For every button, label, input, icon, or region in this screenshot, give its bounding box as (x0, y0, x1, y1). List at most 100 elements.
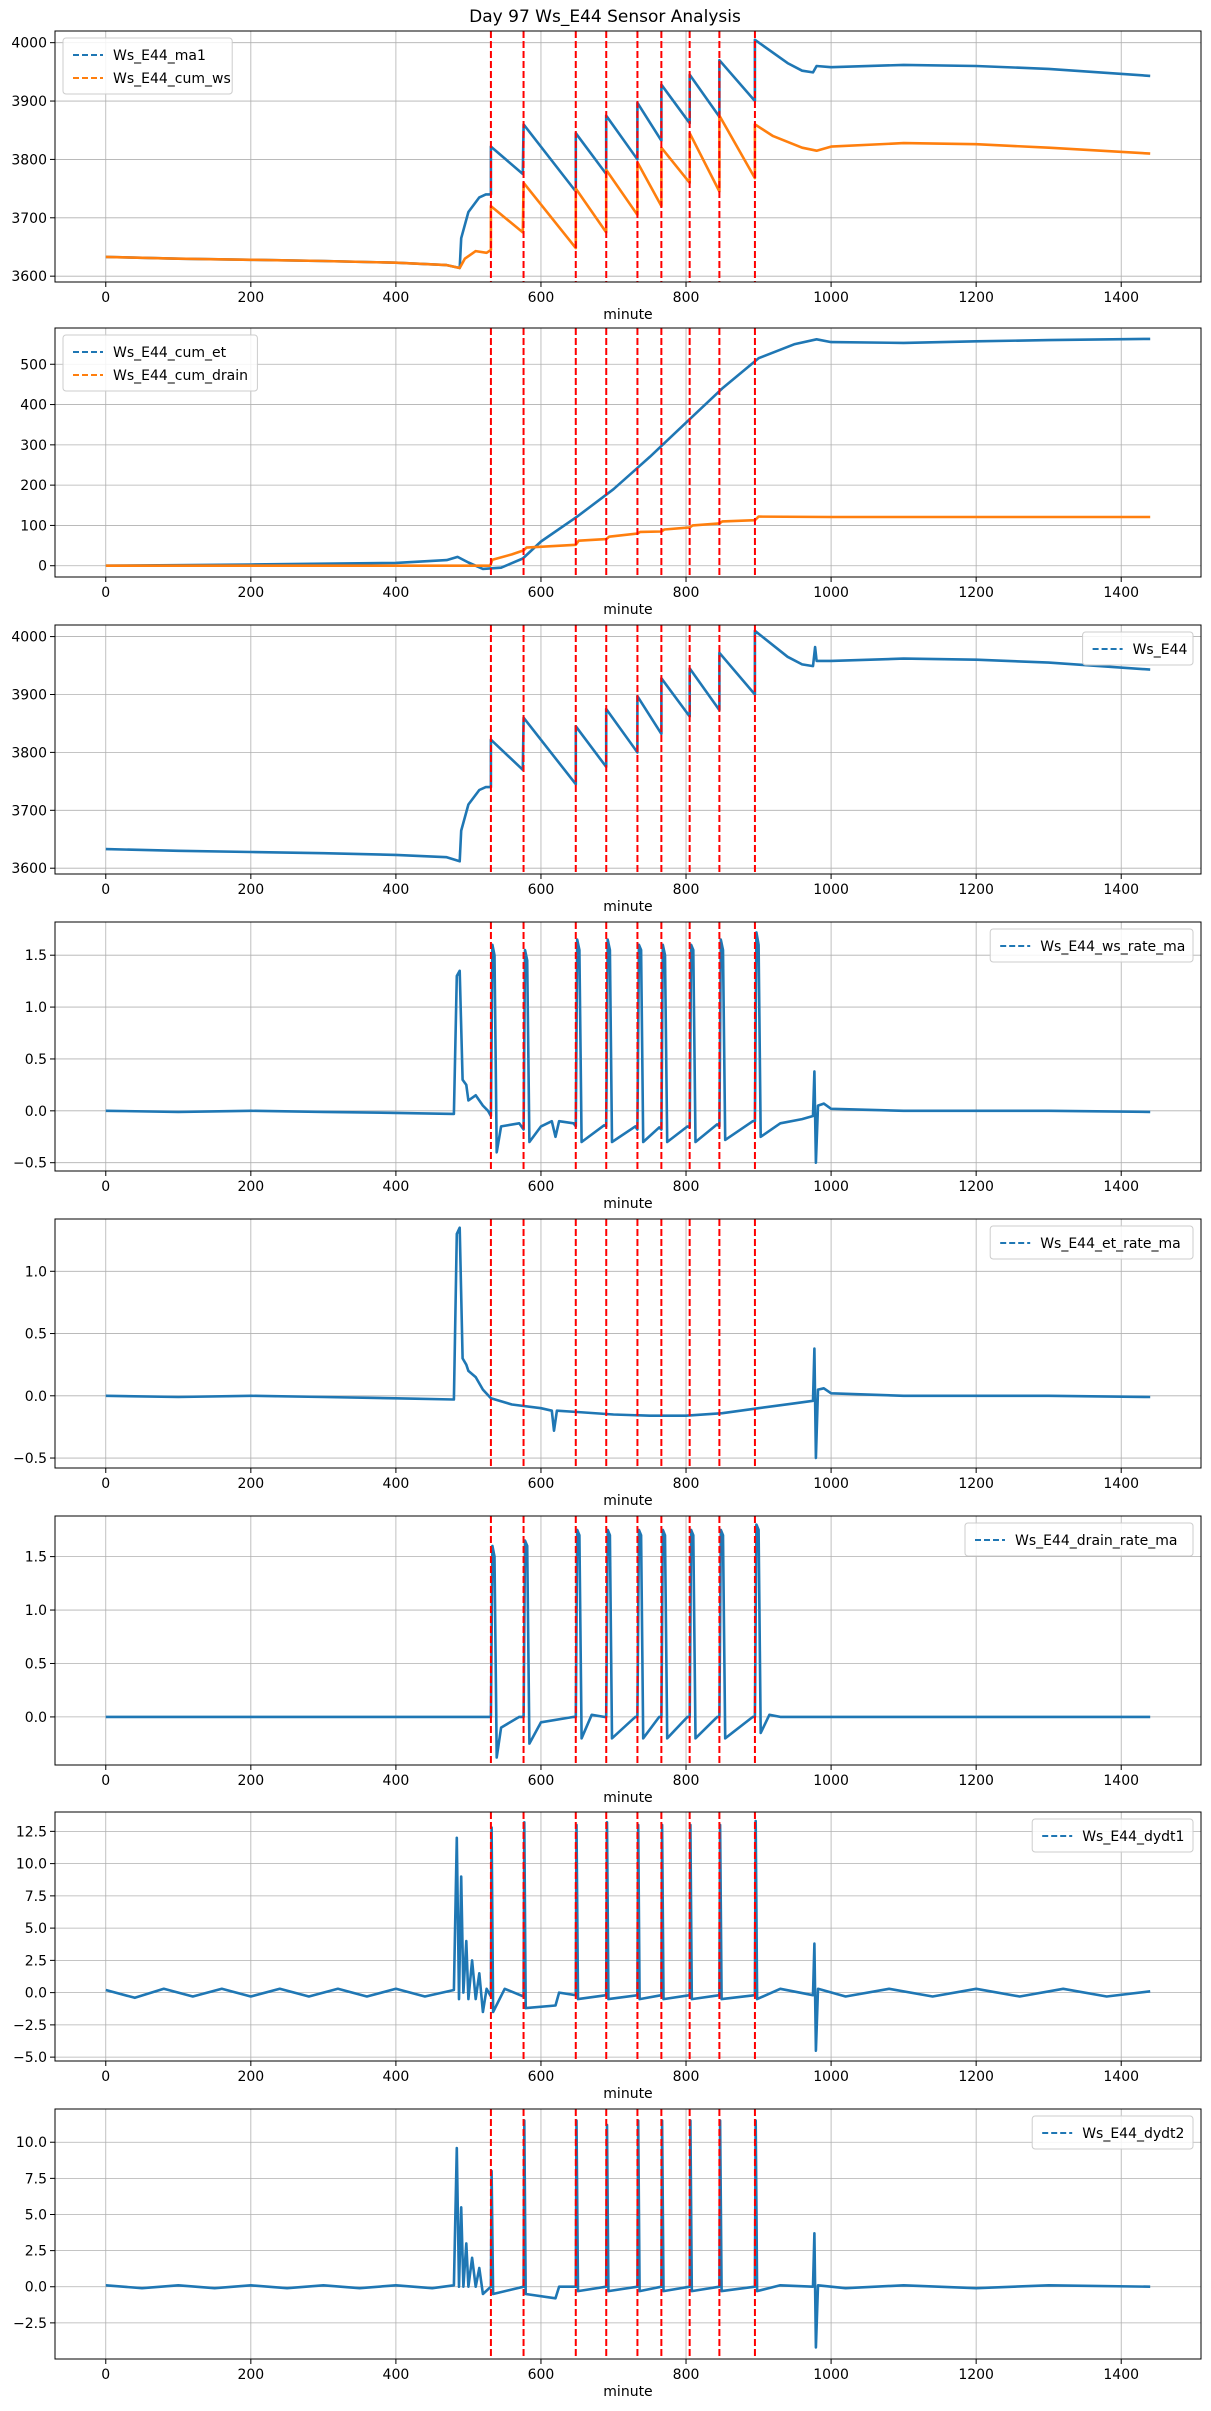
panel-8: 0 200 400 600 800 1000 1200 1400 minute −2.5 0.0 2.… (13, 2108, 1202, 2400)
plot-area (105, 1226, 1151, 1460)
series-line-1 (105, 1523, 1151, 1759)
x-tick-label: 400 (383, 1179, 410, 1195)
x-tick-label: 1200 (958, 1773, 994, 1789)
x-tick-label: 1000 (813, 1773, 849, 1789)
plot-area (105, 337, 1151, 571)
series-line-2 (105, 515, 1151, 567)
series-line-1 (105, 1819, 1151, 2052)
legend: Ws_E44_dydt1 (1031, 1818, 1194, 1853)
y-tick-label: 7.5 (25, 1889, 47, 1905)
plot-area (105, 38, 1151, 270)
y-tick-label: 5.0 (25, 1921, 47, 1937)
legend: Ws_E44_drain_rate_ma (964, 1522, 1194, 1557)
series-line-1 (105, 1226, 1151, 1460)
x-tick-label: 800 (673, 290, 700, 306)
plot-area (105, 629, 1151, 863)
x-tick-label: 400 (383, 1476, 410, 1492)
y-tick-label: 1.5 (25, 1550, 47, 1566)
x-axis-label: minute (603, 899, 652, 915)
x-tick-label: 1400 (1103, 2367, 1139, 2383)
x-tick-label: 1000 (813, 1476, 849, 1492)
x-axis-label: minute (603, 1493, 652, 1509)
legend-box (1031, 1818, 1194, 1853)
axes-frame (54, 2108, 1202, 2360)
x-tick-label: 1200 (958, 882, 994, 898)
legend-label-1: Ws_E44_dydt2 (1082, 2126, 1184, 2142)
y-tick-label: 3700 (11, 803, 47, 819)
axes-frame (54, 1811, 1202, 2062)
x-tick-label: 1400 (1103, 290, 1139, 306)
legend-label-1: Ws_E44_cum_et (113, 345, 227, 361)
x-tick-label: 1000 (813, 882, 849, 898)
x-tick-label: 600 (528, 585, 555, 601)
panel-7: 0 200 400 600 800 1000 1200 1400 minute −5.0 −2.5 0… (13, 1811, 1202, 2102)
x-tick-label: 1000 (813, 1179, 849, 1195)
legend-label-1: Ws_E44_ma1 (113, 48, 206, 64)
x-tick-label: 800 (673, 1773, 700, 1789)
x-tick-label: 600 (528, 882, 555, 898)
y-tick-label: 0.5 (25, 1656, 47, 1672)
x-tick-label: 0 (101, 2367, 110, 2383)
x-axis-label: minute (603, 2086, 652, 2102)
y-tick-label: 0 (38, 559, 47, 575)
legend-box (989, 928, 1194, 963)
x-tick-label: 200 (237, 2367, 264, 2383)
x-tick-label: 600 (528, 2069, 555, 2085)
panel-6: 0 200 400 600 800 1000 1200 1400 minute 0.0 0.5 1.0… (25, 1515, 1202, 1806)
series-line-1 (105, 931, 1151, 1164)
legend-label-2: Ws_E44_cum_drain (113, 368, 248, 384)
y-tick-label: 0.0 (25, 1389, 47, 1405)
y-tick-label: 0.0 (25, 1986, 47, 2002)
x-tick-label: 1000 (813, 2367, 849, 2383)
y-tick-label: 12.5 (16, 1824, 47, 1840)
y-tick-label: 1.0 (25, 1603, 47, 1619)
axes-frame (54, 1218, 1202, 1469)
panel-5: 0 200 400 600 800 1000 1200 1400 minute −0.5 0.0 0.… (13, 1218, 1202, 1509)
x-tick-label: 0 (101, 1476, 110, 1492)
y-tick-label: 500 (20, 357, 47, 373)
x-tick-label: 600 (528, 1179, 555, 1195)
x-tick-label: 1200 (958, 2069, 994, 2085)
x-tick-label: 400 (383, 2367, 410, 2383)
axes-frame (54, 30, 1202, 283)
axes-frame (54, 1515, 1202, 1766)
y-tick-label: 3800 (11, 152, 47, 168)
figure-title: Day 97 Ws_E44 Sensor Analysis (469, 7, 741, 27)
legend: Ws_E44 (1082, 631, 1194, 666)
x-tick-label: 800 (673, 585, 700, 601)
y-tick-label: 5.0 (25, 2207, 47, 2223)
legend-label-1: Ws_E44_drain_rate_ma (1015, 1533, 1177, 1549)
legend-label-2: Ws_E44_cum_ws (113, 71, 231, 87)
x-tick-label: 1400 (1103, 1476, 1139, 1492)
x-tick-label: 1200 (958, 2367, 994, 2383)
y-tick-label: 0.0 (25, 2280, 47, 2296)
x-tick-label: 800 (673, 882, 700, 898)
x-tick-label: 0 (101, 1179, 110, 1195)
grid-lines (55, 1812, 1201, 2061)
y-tick-label: 4000 (11, 36, 47, 52)
y-tick-label: 10.0 (16, 2135, 47, 2151)
x-tick-label: 200 (237, 882, 264, 898)
legend-label-1: Ws_E44_ws_rate_ma (1040, 939, 1185, 955)
x-tick-label: 200 (237, 290, 264, 306)
y-tick-label: 2.5 (25, 1953, 47, 1969)
legend: Ws_E44_dydt2 (1031, 2115, 1194, 2150)
grid-lines (55, 31, 1201, 282)
y-tick-label: 10.0 (16, 1857, 47, 1873)
x-tick-label: 0 (101, 585, 110, 601)
y-tick-label: −0.5 (13, 1451, 47, 1467)
y-tick-label: −5.0 (13, 2050, 47, 2066)
x-tick-label: 1200 (958, 1476, 994, 1492)
x-tick-label: 200 (237, 1179, 264, 1195)
grid-lines (55, 2109, 1201, 2359)
x-tick-label: 1000 (813, 585, 849, 601)
x-tick-label: 600 (528, 290, 555, 306)
legend: Ws_E44_ma1 Ws_E44_cum_ws (62, 37, 233, 95)
x-tick-label: 1000 (813, 290, 849, 306)
x-tick-label: 800 (673, 1476, 700, 1492)
x-tick-label: 1400 (1103, 2069, 1139, 2085)
x-axis-label: minute (603, 1196, 652, 1212)
y-tick-label: 3600 (11, 861, 47, 877)
series-line-1 (105, 38, 1151, 270)
y-tick-label: 100 (20, 518, 47, 534)
